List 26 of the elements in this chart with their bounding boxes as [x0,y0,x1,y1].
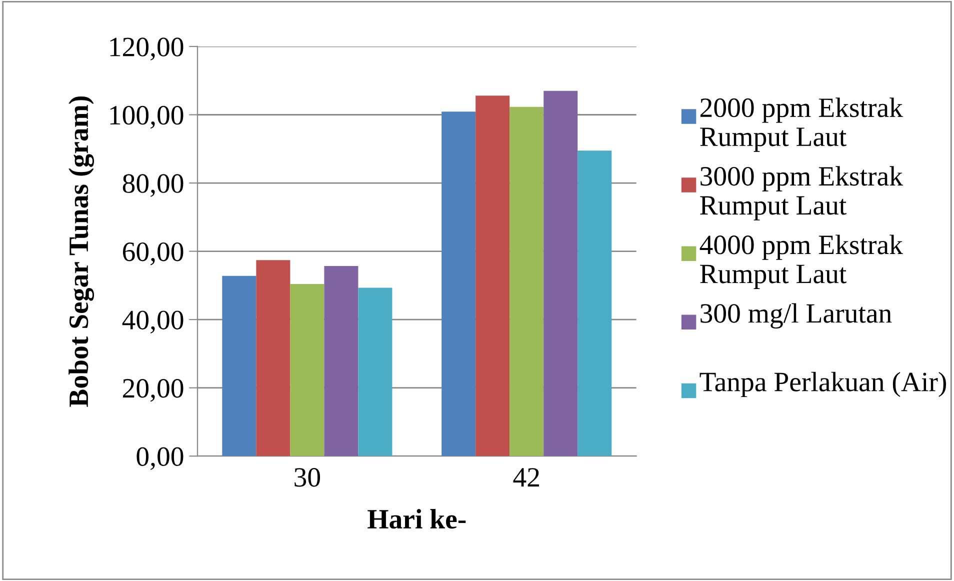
bar [290,284,324,456]
bar [442,112,476,456]
y-tick-label: 40,00 [122,310,184,334]
bar [578,150,612,456]
bar [256,260,290,456]
y-tick-label: 120,00 [110,38,184,60]
bar [324,266,358,456]
x-tick-label: 42 [513,468,539,486]
y-tick-label: 0,00 [136,447,184,470]
y-tick-label: 60,00 [122,242,184,266]
legend-label: 4000 ppm Ekstrak Rumput Laut [700,234,903,289]
x-axis-title: Hari ke- [368,509,466,529]
y-axis-title: Bobot Segar Tunas (gram) [68,96,94,407]
legend-label: 300 mg/l Larutan [700,303,892,329]
y-tick-label: 80,00 [122,174,184,197]
bar [544,90,578,456]
x-tick-label: 30 [294,468,320,487]
bar [222,276,256,456]
bar [510,106,544,456]
legend-label: 2000 ppm Ekstrak Rumput Laut [700,98,903,152]
y-tick-label: 20,00 [123,378,184,402]
y-tick-label: 100,00 [110,106,184,129]
legend-label: Tanpa Perlakuan (Air) [700,372,946,398]
bar [476,96,510,456]
legend-label: 3000 ppm Ekstrak Rumput Laut [700,166,903,220]
bar [358,288,392,456]
